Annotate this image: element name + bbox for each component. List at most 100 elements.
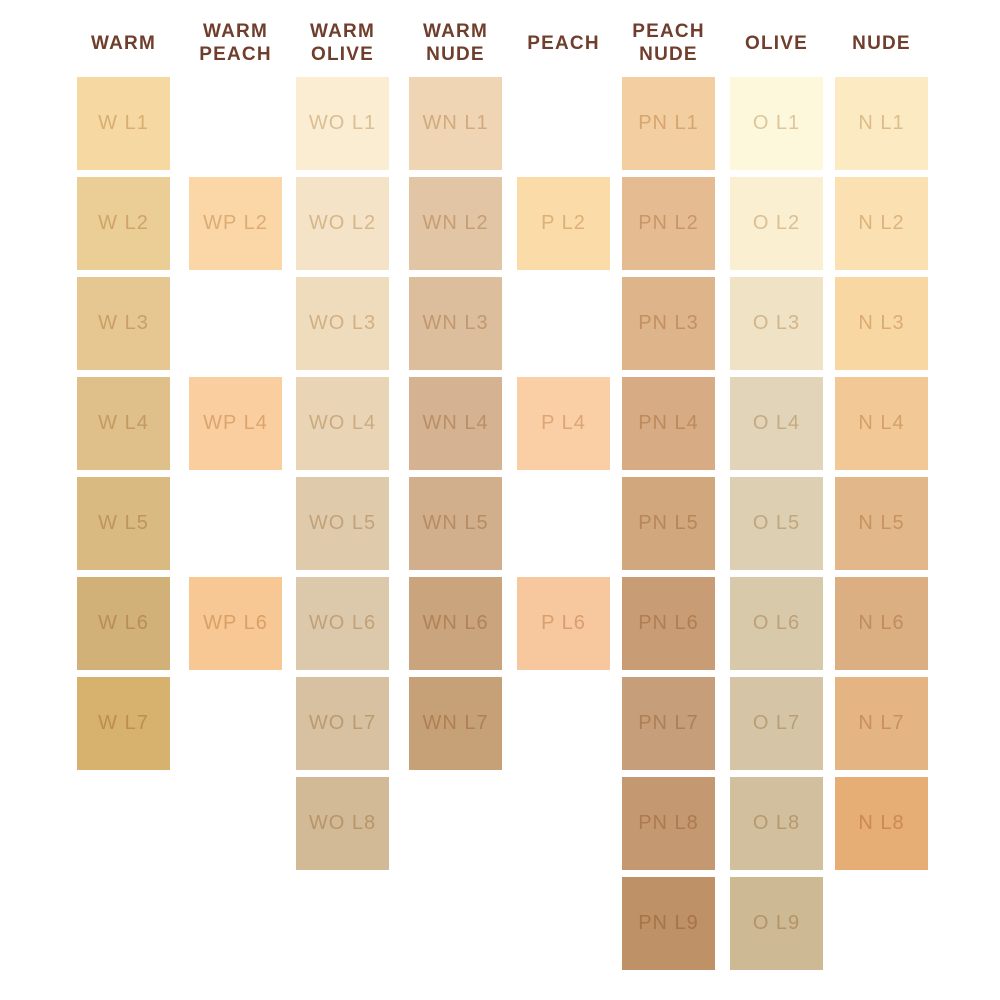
swatch-label: N L8: [858, 812, 905, 834]
swatch-o-l1[interactable]: O L1: [730, 77, 823, 170]
column-header-nude: NUDE: [852, 32, 911, 54]
swatch-wn-l1[interactable]: WN L1: [409, 77, 502, 170]
swatch-o-l9[interactable]: O L9: [730, 877, 823, 970]
swatch-n-l7[interactable]: N L7: [835, 677, 928, 770]
swatch-label: WO L8: [308, 812, 377, 834]
swatch-label: PN L2: [638, 212, 699, 234]
swatch-o-l5[interactable]: O L5: [730, 477, 823, 570]
column-header-warm: WARM: [91, 32, 156, 54]
swatch-wn-l7[interactable]: WN L7: [409, 677, 502, 770]
swatch-wp-l4[interactable]: WP L4: [189, 377, 282, 470]
swatch-pn-l2[interactable]: PN L2: [622, 177, 715, 270]
swatch-label: O L7: [752, 712, 801, 734]
swatch-wn-l6[interactable]: WN L6: [409, 577, 502, 670]
swatch-p-l4[interactable]: P L4: [517, 377, 610, 470]
swatch-wo-l6[interactable]: WO L6: [296, 577, 389, 670]
swatch-wp-l6[interactable]: WP L6: [189, 577, 282, 670]
swatch-n-l1[interactable]: N L1: [835, 77, 928, 170]
swatch-label: WP L2: [203, 212, 268, 234]
swatch-wo-l5[interactable]: WO L5: [296, 477, 389, 570]
swatch-pn-l1[interactable]: PN L1: [622, 77, 715, 170]
swatch-o-l4[interactable]: O L4: [730, 377, 823, 470]
swatch-label: N L5: [858, 512, 905, 534]
swatch-label: O L3: [752, 312, 801, 334]
swatch-wo-l2[interactable]: WO L2: [296, 177, 389, 270]
column-header-peach-nude: PEACH NUDE: [632, 21, 705, 65]
swatch-wp-l2[interactable]: WP L2: [189, 177, 282, 270]
swatch-wo-l1[interactable]: WO L1: [296, 77, 389, 170]
swatch-label: O L8: [752, 812, 801, 834]
swatch-label: W L2: [98, 212, 149, 234]
swatch-label: PN L7: [638, 712, 699, 734]
swatch-label: O L2: [752, 212, 801, 234]
swatch-label: WN L3: [422, 312, 489, 334]
column-header-warm-peach: WARM PEACH: [199, 21, 272, 65]
swatch-label: W L3: [98, 312, 149, 334]
swatch-pn-l4[interactable]: PN L4: [622, 377, 715, 470]
swatch-wo-l3[interactable]: WO L3: [296, 277, 389, 370]
swatch-pn-l3[interactable]: PN L3: [622, 277, 715, 370]
swatch-wo-l7[interactable]: WO L7: [296, 677, 389, 770]
swatch-o-l8[interactable]: O L8: [730, 777, 823, 870]
column-header-olive: OLIVE: [744, 32, 808, 54]
swatch-pn-l7[interactable]: PN L7: [622, 677, 715, 770]
swatch-label: WN L7: [422, 712, 489, 734]
swatch-label: N L2: [858, 212, 905, 234]
swatch-o-l2[interactable]: O L2: [730, 177, 823, 270]
swatch-pn-l6[interactable]: PN L6: [622, 577, 715, 670]
swatch-label: O L4: [752, 412, 801, 434]
swatch-label: N L1: [858, 112, 905, 134]
swatch-w-l5[interactable]: W L5: [77, 477, 170, 570]
swatch-w-l7[interactable]: W L7: [77, 677, 170, 770]
swatch-label: N L6: [858, 612, 905, 634]
swatch-label: N L7: [858, 712, 905, 734]
swatch-wn-l3[interactable]: WN L3: [409, 277, 502, 370]
swatch-wo-l8[interactable]: WO L8: [296, 777, 389, 870]
swatch-wn-l4[interactable]: WN L4: [409, 377, 502, 470]
swatch-p-l6[interactable]: P L6: [517, 577, 610, 670]
swatch-pn-l9[interactable]: PN L9: [622, 877, 715, 970]
column-header-peach: PEACH: [527, 32, 600, 54]
swatch-label: WN L6: [422, 612, 489, 634]
swatch-n-l8[interactable]: N L8: [835, 777, 928, 870]
swatch-label: O L9: [752, 912, 801, 934]
swatch-label: N L3: [858, 312, 905, 334]
swatch-label: WN L1: [422, 112, 489, 134]
swatch-label: WO L3: [308, 312, 377, 334]
swatch-label: PN L8: [638, 812, 699, 834]
swatch-p-l2[interactable]: P L2: [517, 177, 610, 270]
column-header-warm-nude: WARM NUDE: [423, 21, 488, 65]
swatch-wo-l4[interactable]: WO L4: [296, 377, 389, 470]
swatch-label: PN L5: [638, 512, 699, 534]
swatch-n-l6[interactable]: N L6: [835, 577, 928, 670]
swatch-n-l3[interactable]: N L3: [835, 277, 928, 370]
swatch-label: WO L5: [308, 512, 377, 534]
swatch-o-l7[interactable]: O L7: [730, 677, 823, 770]
swatch-n-l4[interactable]: N L4: [835, 377, 928, 470]
swatch-n-l5[interactable]: N L5: [835, 477, 928, 570]
swatch-w-l2[interactable]: W L2: [77, 177, 170, 270]
swatch-w-l3[interactable]: W L3: [77, 277, 170, 370]
swatch-label: PN L6: [638, 612, 699, 634]
swatch-label: WO L2: [308, 212, 377, 234]
swatch-label: W L1: [98, 112, 149, 134]
swatch-n-l2[interactable]: N L2: [835, 177, 928, 270]
swatch-o-l3[interactable]: O L3: [730, 277, 823, 370]
swatch-label: WP L4: [203, 412, 268, 434]
swatch-label: P L6: [541, 612, 586, 634]
swatch-wn-l2[interactable]: WN L2: [409, 177, 502, 270]
swatch-w-l1[interactable]: W L1: [77, 77, 170, 170]
swatch-pn-l5[interactable]: PN L5: [622, 477, 715, 570]
swatch-w-l6[interactable]: W L6: [77, 577, 170, 670]
swatch-label: WN L2: [422, 212, 489, 234]
swatch-wn-l5[interactable]: WN L5: [409, 477, 502, 570]
swatch-label: WO L4: [308, 412, 377, 434]
swatch-pn-l8[interactable]: PN L8: [622, 777, 715, 870]
swatch-w-l4[interactable]: W L4: [77, 377, 170, 470]
swatch-label: WO L6: [308, 612, 377, 634]
swatch-label: O L5: [752, 512, 801, 534]
swatch-label: WP L6: [203, 612, 268, 634]
swatch-label: PN L3: [638, 312, 699, 334]
swatch-label: WN L5: [422, 512, 489, 534]
swatch-o-l6[interactable]: O L6: [730, 577, 823, 670]
